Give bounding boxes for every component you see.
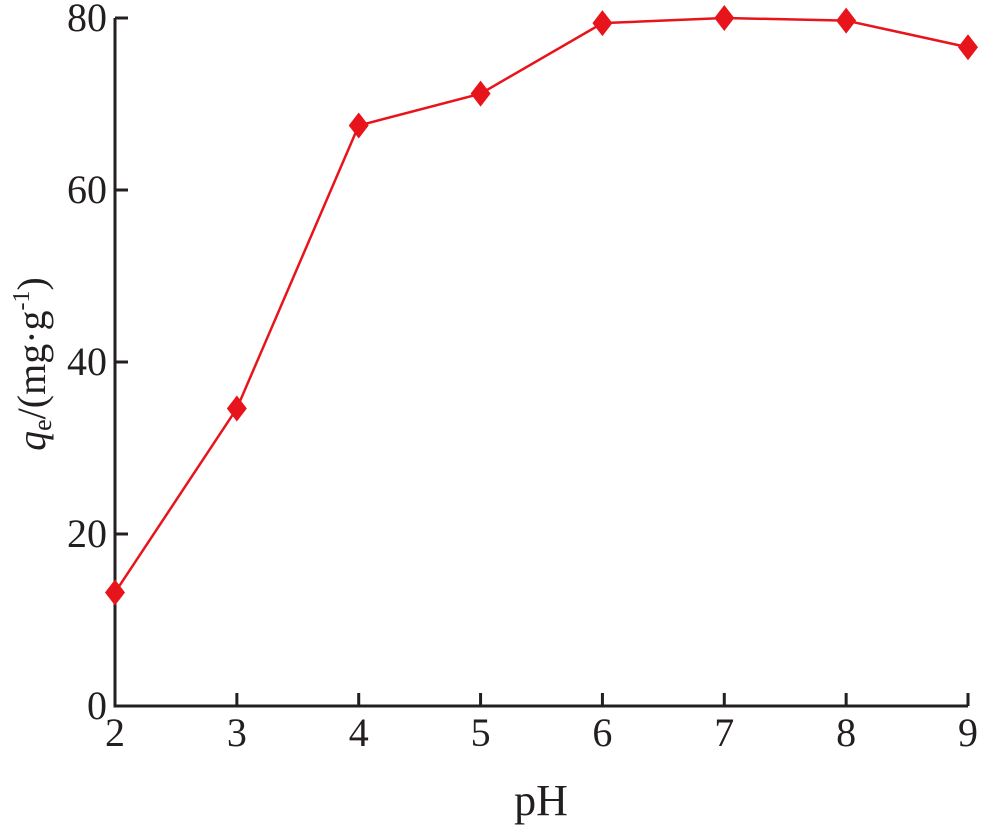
data-point-marker <box>592 10 613 37</box>
y-tick-label: 0 <box>87 683 107 728</box>
data-point-marker <box>714 5 735 31</box>
y-tick-label: 60 <box>67 167 107 212</box>
y-tick-label: 20 <box>67 511 107 556</box>
x-ticks: 2 3 4 5 6 7 8 9 <box>105 693 978 755</box>
data-point-marker <box>226 395 247 422</box>
x-tick-label: 6 <box>592 710 612 755</box>
x-tick-label: 7 <box>714 710 734 755</box>
data-point-marker <box>105 579 125 606</box>
x-tick-label: 4 <box>349 710 369 755</box>
y-tick-label: 40 <box>67 339 107 384</box>
y-axis-title-q: q <box>9 431 54 451</box>
series-layer <box>105 5 978 606</box>
axes <box>113 18 968 708</box>
x-tick-label: 3 <box>227 710 247 755</box>
y-ticks: 0 20 40 60 80 <box>67 0 128 728</box>
data-point-marker <box>836 7 857 34</box>
y-axis-title: qe/(mg·g-1) <box>9 277 57 451</box>
x-tick-label: 2 <box>105 710 125 755</box>
data-point-marker <box>958 34 978 61</box>
y-axis-title-unit: /(mg·g <box>9 310 54 419</box>
y-tick-label: 80 <box>67 0 107 40</box>
data-point-marker <box>348 112 369 139</box>
series-line <box>113 16 969 594</box>
y-axis-title-close: ) <box>9 277 54 290</box>
x-tick-label: 9 <box>958 710 978 755</box>
x-tick-label: 8 <box>836 710 856 755</box>
data-point-marker <box>470 80 491 107</box>
y-axis-title-superscript: -1 <box>9 290 35 310</box>
x-tick-label: 5 <box>471 710 491 755</box>
x-axis-title: pH <box>514 776 568 825</box>
y-axis-title-subscript: e <box>28 419 57 431</box>
